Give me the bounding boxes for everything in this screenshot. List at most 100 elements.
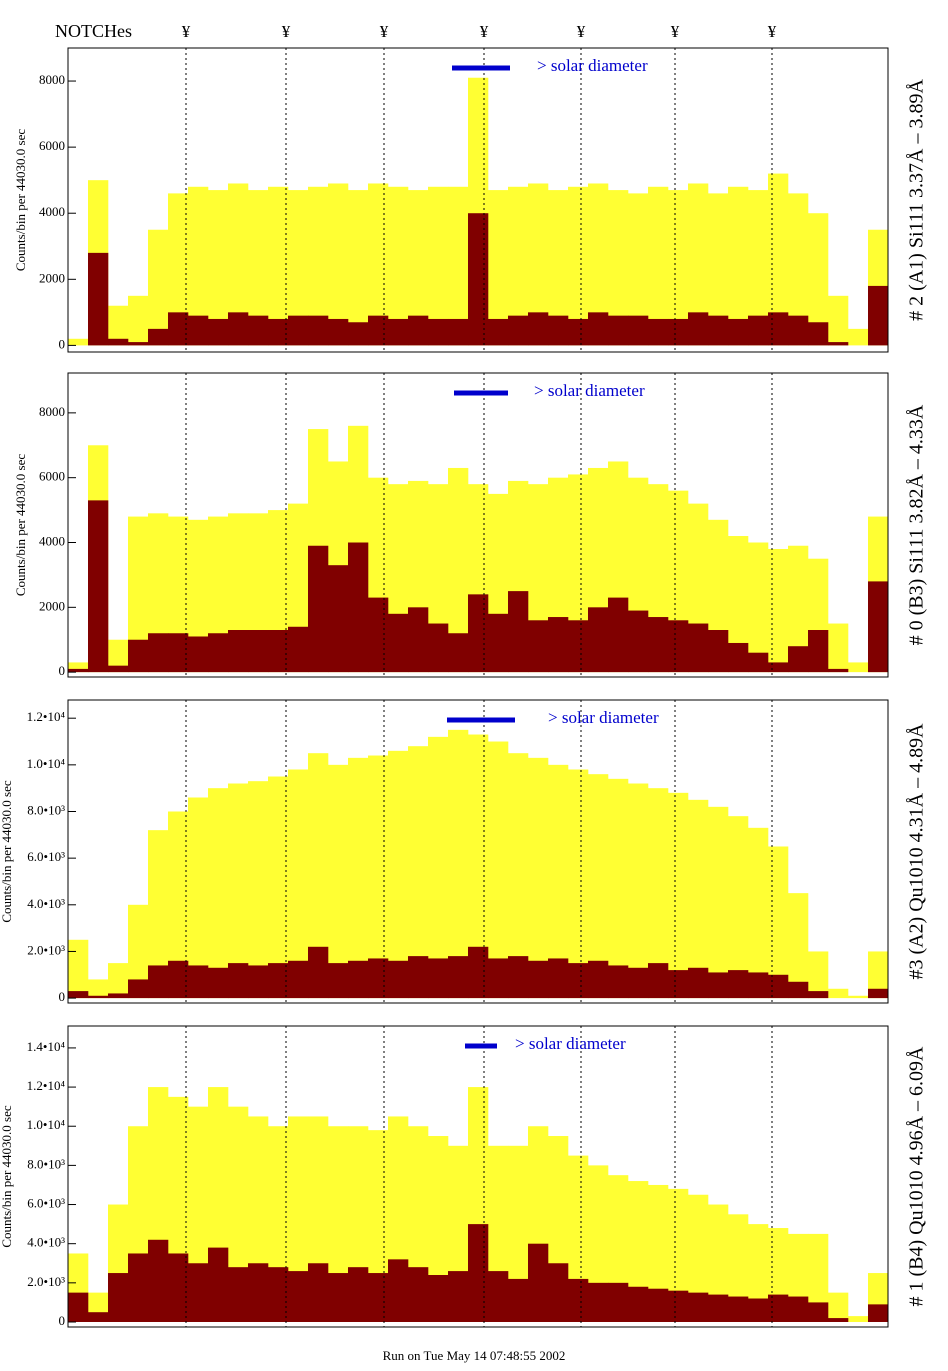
y-tick-label: 0 (59, 336, 66, 351)
bar-total (188, 186, 209, 346)
bar-component (628, 967, 649, 999)
y-tick-label: 2.0•10³ (27, 942, 65, 957)
bar-total (208, 788, 229, 999)
bar-total (648, 186, 669, 346)
bar-total (468, 734, 489, 999)
bar-component (88, 1312, 109, 1322)
bar-total (248, 781, 269, 999)
bar-component (268, 1267, 289, 1322)
bar-component (68, 668, 89, 673)
bar-total (368, 183, 389, 346)
bar-component (168, 960, 189, 999)
bar-total (168, 193, 189, 346)
bar-component (648, 617, 669, 673)
bar-component (588, 960, 609, 999)
bar-total (448, 467, 469, 673)
bar-component (368, 1273, 389, 1322)
bar-component (508, 315, 529, 346)
bar-component (228, 630, 249, 673)
bar-total (528, 757, 549, 999)
bar-component (688, 967, 709, 999)
bar-component (368, 597, 389, 673)
side-label: # 2 (A1) Si111 3.37Å – 3.89Å (906, 79, 928, 321)
y-tick-label: 4.0•10³ (27, 1235, 65, 1250)
bar-component (668, 970, 689, 999)
bar-component (328, 318, 349, 346)
y-tick-label: 8000 (39, 72, 65, 87)
y-axis-label: Counts/bin per 44030.0 sec (13, 454, 28, 596)
bar-total (568, 769, 589, 999)
bar-total (768, 173, 789, 346)
y-tick-label: 1.2•10⁴ (27, 709, 66, 724)
bar-component (288, 315, 309, 346)
bar-component (108, 338, 129, 346)
annotation: > solar diameter (537, 56, 648, 75)
bar-component (808, 991, 829, 999)
y-axis-label: Counts/bin per 44030.0 sec (13, 129, 28, 271)
bar-component (748, 652, 769, 673)
bar-component (528, 312, 549, 346)
bar-total (728, 816, 749, 999)
bar-total (408, 746, 429, 999)
bar-component (388, 1259, 409, 1322)
notch-marker: ¥ (768, 22, 777, 41)
bar-total (488, 741, 509, 999)
y-tick-label: 0 (59, 1313, 66, 1328)
notch-label: NOTCHes (55, 21, 132, 41)
bar-component (508, 591, 529, 673)
bar-component (208, 967, 229, 999)
bar-component (768, 974, 789, 999)
bar-component (408, 315, 429, 346)
bar-total (448, 729, 469, 999)
y-tick-label: 2.0•10³ (27, 1274, 65, 1289)
bar-total (728, 186, 749, 346)
bar-component (308, 1263, 329, 1322)
bar-component (88, 500, 109, 673)
bar-total (428, 736, 449, 999)
y-tick-label: 4000 (39, 533, 65, 548)
bar-component (588, 607, 609, 673)
y-tick-label: 0 (59, 663, 66, 678)
bar-component (128, 979, 149, 999)
bar-total (768, 548, 789, 673)
bar-component (608, 315, 629, 346)
bar-component (228, 963, 249, 999)
bar-component (648, 318, 669, 346)
bar-component (788, 315, 809, 346)
bar-total (848, 1316, 869, 1322)
bar-component (508, 1278, 529, 1322)
bar-component (448, 633, 469, 673)
bar-component (488, 958, 509, 999)
bar-component (348, 1267, 369, 1322)
bar-component (148, 633, 169, 673)
bar-total (708, 193, 729, 346)
bar-component (468, 594, 489, 673)
y-tick-label: 8000 (39, 404, 65, 419)
bar-total (568, 186, 589, 346)
bar-component (448, 1271, 469, 1322)
bar-total (788, 893, 809, 999)
bar-component (488, 613, 509, 673)
bar-total (148, 830, 169, 999)
bar-total (108, 963, 129, 999)
notch-marker: ¥ (380, 22, 389, 41)
bar-component (348, 960, 369, 999)
bar-component (308, 545, 329, 673)
bar-component (768, 1294, 789, 1322)
bar-component (688, 1292, 709, 1322)
y-tick-label: 6000 (39, 138, 65, 153)
y-tick-label: 1.4•10⁴ (27, 1039, 66, 1054)
bar-total (448, 186, 469, 346)
bar-component (568, 318, 589, 346)
bar-component (868, 285, 889, 346)
bar-total (828, 988, 849, 999)
bar-total (428, 186, 449, 346)
bar-total (148, 513, 169, 673)
bar-component (828, 668, 849, 673)
bar-total (368, 755, 389, 999)
bar-component (548, 1263, 569, 1322)
side-label: # 1 (B4) Qu1010 4.96Å – 6.09Å (906, 1046, 928, 1307)
bar-component (448, 956, 469, 999)
bar-component (308, 315, 329, 346)
